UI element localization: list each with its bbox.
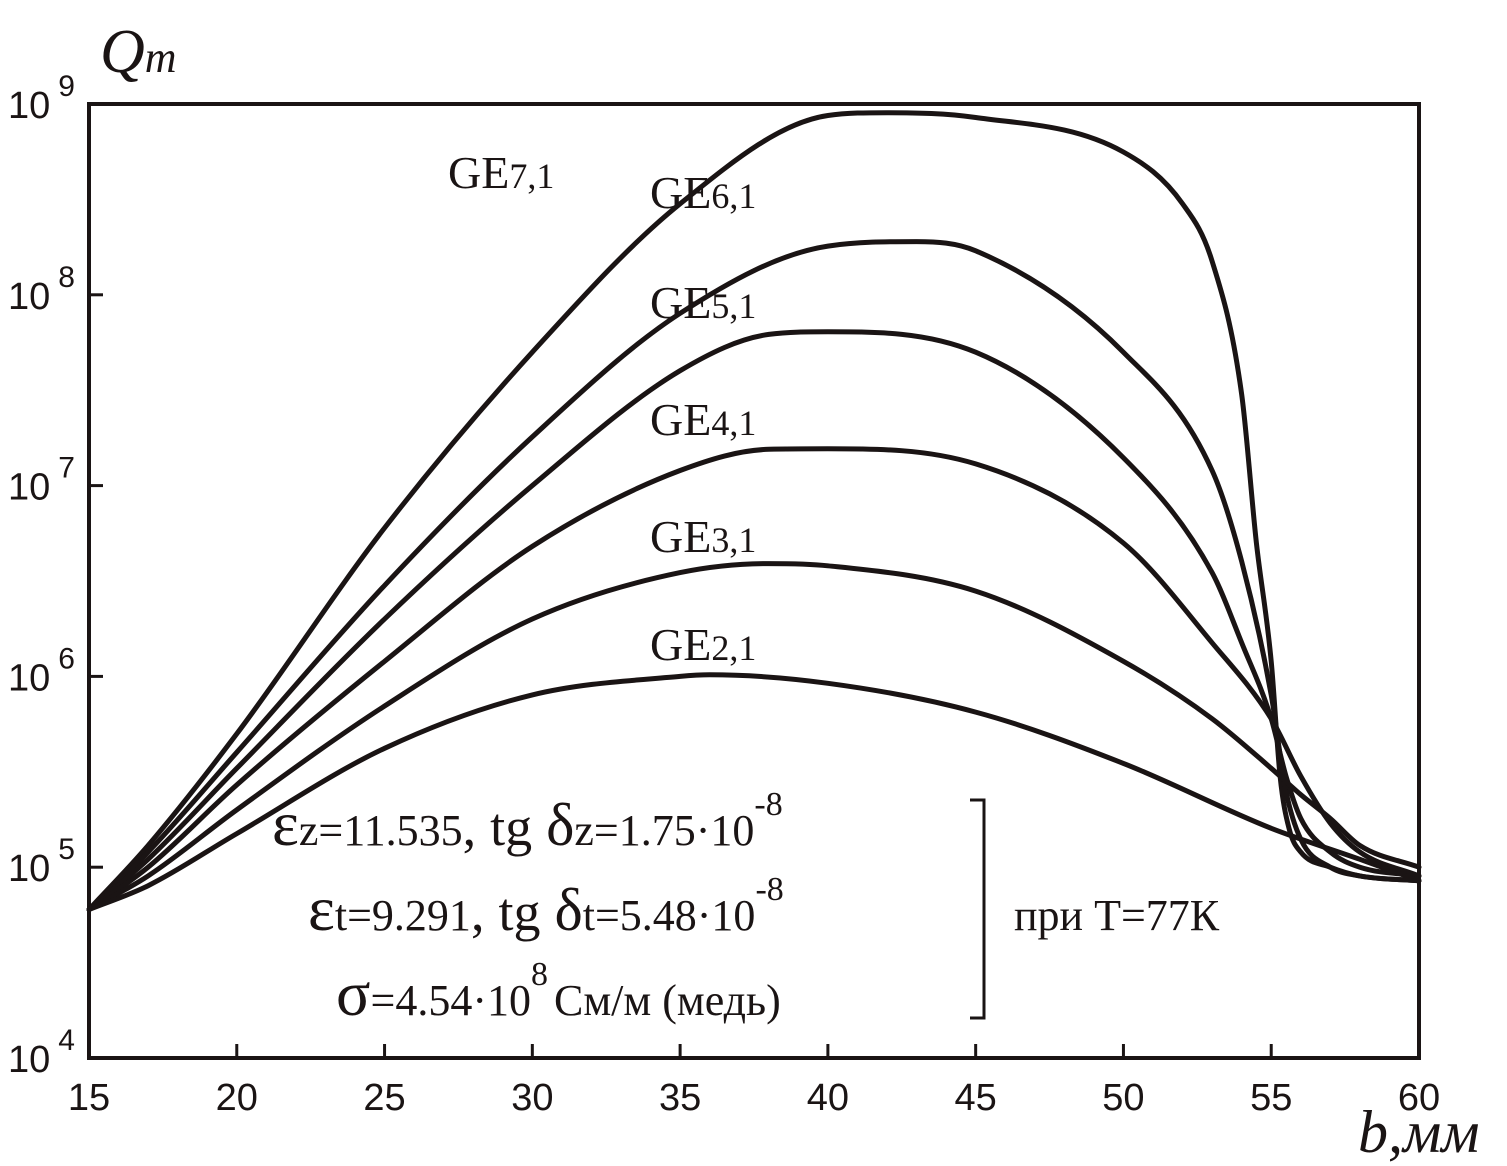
x-tick-label: 60 [1398,1077,1440,1119]
series-label-sub: 2,1 [711,628,756,668]
series-line-GE2-1 [86,672,1422,912]
tg-delta-z-value: =1.75·10 [594,806,754,855]
series-line-GE5-1 [86,329,1422,912]
series-label-sub: 4,1 [711,403,756,443]
y-tick-base: 10 [8,85,50,127]
y-tick-label: 10 6 [8,642,75,699]
x-tick-label: 30 [511,1077,553,1119]
series-label: GE7,1 [448,147,554,198]
y-tick-label: 10 5 [8,833,75,890]
tg-delta-z-exp: -8 [754,786,782,823]
sigma-unit: См/м (медь) [554,976,781,1025]
y-tick-label: 10 9 [8,70,75,127]
series-label: GE6,1 [650,167,756,218]
sigma-symbol: σ [336,958,371,1029]
series-label: GE3,1 [650,511,756,562]
tg-2: tg [498,882,540,942]
series-label-sub: 6,1 [711,176,756,216]
annotation-line-3: σ=4.54·108См/м (медь) [336,956,781,1029]
y-tick-exponent: 7 [58,452,75,485]
x-tick-label: 35 [659,1077,701,1119]
sigma-exp: 8 [531,956,548,993]
y-axis-title: Qm [100,18,177,86]
series-line-GE6-1 [86,239,1422,912]
delta-t-sub: t [583,891,595,940]
y-tick-exponent: 4 [58,1024,75,1057]
series-label-main: GE [448,147,509,198]
epsilon-z-value: =11.535 [318,806,462,855]
comma-2: , [471,882,485,942]
y-axis-title-sub: m [145,33,177,82]
delta-z-symbol: δ [546,792,574,858]
y-tick-label: 10 7 [8,452,75,509]
epsilon-t-sub: t [335,891,347,940]
comma-1: , [463,797,477,857]
series-label: GE5,1 [650,277,756,328]
series-line-GE4-1 [86,446,1422,912]
series-label: GE2,1 [650,619,756,670]
y-tick-base: 10 [8,276,50,318]
x-tick-label: 15 [68,1077,110,1119]
y-axis-title-main: Q [100,18,145,86]
series-label-sub: 7,1 [509,156,554,196]
annotation-line-1: εz=11.535, tg δz=1.75·10-8 [272,786,783,859]
epsilon-t-symbol: ε [308,873,335,944]
x-axis-ticks: 15 20 25 30 35 40 45 50 55 60 [68,1044,1440,1119]
y-tick-exponent: 6 [58,642,75,675]
plot-frame [87,102,1421,1060]
y-tick-exponent: 9 [58,70,75,103]
x-tick-label: 25 [363,1077,405,1119]
y-tick-base: 10 [8,657,50,699]
x-axis-title: b,мм [1358,1099,1480,1165]
tg-1: tg [490,797,532,857]
series-lines [86,110,1422,912]
temperature-condition: при Т=77К [1014,891,1220,940]
epsilon-t-value: =9.291 [347,891,471,940]
delta-z-sub: z [574,806,594,855]
series-label-sub: 3,1 [711,520,756,560]
parameters-annotation: εz=11.535, tg δz=1.75·10-8 εt=9.291, tg δt=5… [272,786,1220,1029]
annotation-bracket [970,798,986,1020]
y-tick-exponent: 8 [58,261,75,294]
epsilon-z-sub: z [299,806,319,855]
series-label-main: GE [650,619,711,670]
y-tick-exponent: 5 [58,833,75,866]
y-tick-base: 10 [8,848,50,890]
series-label-main: GE [650,394,711,445]
series-label-main: GE [650,511,711,562]
x-tick-label: 50 [1102,1077,1144,1119]
series-line-GE7-1 [86,110,1422,912]
y-tick-base: 10 [8,467,50,509]
delta-t-symbol: δ [554,877,582,943]
series-label: GE4,1 [650,394,756,445]
y-tick-label: 10 4 [8,1024,75,1081]
x-tick-label: 20 [216,1077,258,1119]
series-label-main: GE [650,167,711,218]
tg-delta-t-value: =5.48·10 [595,891,755,940]
series-label-sub: 5,1 [711,286,756,326]
y-tick-base: 10 [8,1039,50,1081]
x-tick-label: 40 [807,1077,849,1119]
sigma-value: =4.54·10 [371,976,531,1025]
y-tick-label: 10 8 [8,261,75,318]
x-tick-label: 55 [1250,1077,1292,1119]
epsilon-z-symbol: ε [272,788,299,859]
series-line-GE3-1 [86,561,1422,912]
x-tick-label: 45 [955,1077,997,1119]
series-label-main: GE [650,277,711,328]
annotation-line-2: εt=9.291, tg δt=5.48·10-8 [308,871,784,944]
tg-delta-t-exp: -8 [755,871,783,908]
